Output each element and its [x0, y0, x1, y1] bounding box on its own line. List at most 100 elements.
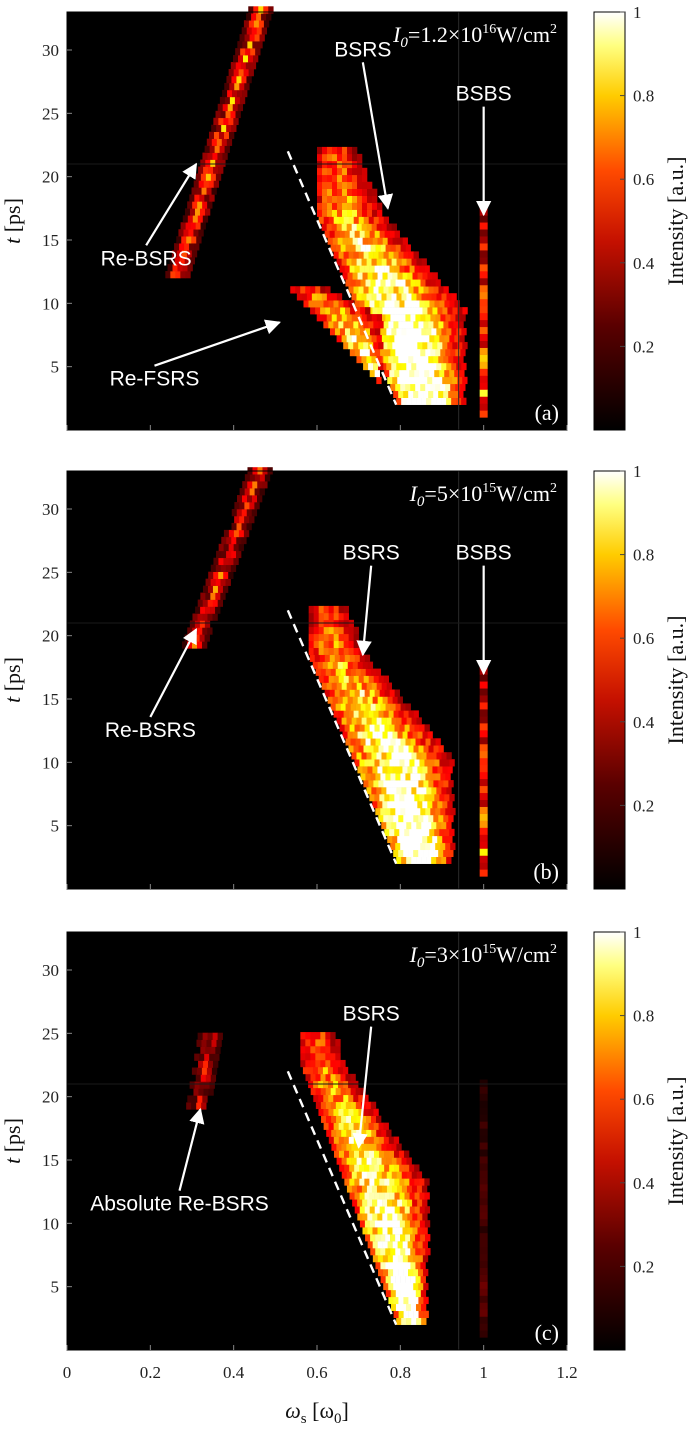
title-unit: W/cm [496, 22, 550, 47]
y-tick-label: 15 [42, 690, 59, 709]
colorbar-tick-label: 0.8 [633, 87, 654, 106]
dashed-line [286, 1070, 398, 1326]
y-tick-label: 5 [51, 1278, 60, 1297]
y-label-unit: [ps] [0, 657, 25, 691]
intensity-feature [290, 286, 384, 385]
colorbar-gradient [593, 931, 626, 1351]
annotation-label: BSRS [334, 38, 391, 61]
title-unit-exponent: 2 [550, 22, 557, 37]
colorbar-tick-label: 0.4 [633, 713, 655, 732]
colorbar-tick-label: 1 [633, 462, 642, 481]
colorbar: 0.2 0.4 0.6 0.8 1 Intensity [a.u.] [593, 462, 688, 890]
y-tick-label: 25 [42, 104, 59, 123]
y-tick-label: 20 [42, 1088, 59, 1107]
intensity-feature [308, 605, 456, 864]
annotation-label: BSRS [343, 1003, 400, 1026]
y-label-unit: [ps] [0, 198, 25, 232]
annotation: Re-BSRS [105, 627, 198, 742]
x-tick-label: 0 [63, 1363, 72, 1382]
panel-title: I0=1.2×1016W/cm2 [392, 22, 557, 51]
annotation: BSBS [456, 542, 512, 676]
intensity-feature [479, 1079, 488, 1338]
colorbar-tick-label: 0.6 [633, 629, 654, 648]
annotation-arrow [361, 62, 394, 210]
y-label-unit: [ps] [0, 1118, 25, 1152]
y-label-symbol: t [0, 696, 25, 703]
y-tick-label: 10 [42, 753, 59, 772]
title-symbol: I [409, 481, 419, 506]
y-tick-label: 30 [42, 961, 59, 980]
panel-title: I0=5×1015W/cm2 [409, 481, 557, 510]
panel-letter: (b) [533, 859, 559, 884]
annotation: Absolute Re-BSRS [90, 1107, 269, 1216]
intensity-feature [165, 6, 274, 279]
y-axis-label: t [ps] [0, 198, 25, 244]
annotation-label: Re-BSRS [105, 719, 196, 742]
annotation-label: Re-BSRS [101, 247, 192, 270]
intensity-feature [479, 208, 488, 418]
y-tick-label: 15 [42, 1151, 59, 1170]
y-tick-label: 20 [42, 168, 59, 187]
panel-c: Absolute Re-BSRSBSRSI0=3×1015W/cm2(c)510… [0, 923, 688, 1382]
annotation-arrow [178, 1107, 205, 1191]
y-label-symbol: t [0, 1157, 25, 1164]
colorbar-gradient [593, 470, 626, 890]
annotation: Re-FSRS [110, 319, 281, 391]
colorbar-tick-label: 0.2 [633, 337, 654, 356]
title-unit-exponent: 2 [550, 481, 557, 496]
colorbar-tick-label: 0.6 [633, 170, 654, 189]
panel-title: I0=3×1015W/cm2 [409, 942, 557, 971]
title-sub: 0 [417, 494, 425, 510]
x-label-unit: [ω [312, 1398, 334, 1423]
y-label-symbol: t [0, 237, 25, 244]
annotation: Re-BSRS [101, 162, 198, 270]
title-sub: 0 [417, 955, 425, 971]
x-axis-label: ωs [ω0] [285, 1398, 349, 1427]
intensity-feature [479, 667, 488, 877]
colorbar-label: Intensity [a.u.] [663, 1077, 688, 1206]
annotation-label: Re-FSRS [110, 368, 200, 391]
x-label-unit-sub: 0 [334, 1411, 342, 1427]
intensity-feature [186, 1032, 223, 1110]
title-symbol: I [409, 942, 419, 967]
y-tick-label: 5 [51, 817, 60, 836]
colorbar: 0.2 0.4 0.6 0.8 1 Intensity [a.u.] [593, 3, 688, 431]
title-text: =3×10 [424, 942, 482, 967]
dashed-line [286, 609, 398, 865]
dashed-line [286, 150, 398, 406]
x-tick-label: 0.8 [390, 1363, 411, 1382]
y-axis-label: t [ps] [0, 657, 25, 703]
panel-letter: (a) [535, 400, 559, 425]
title-symbol: I [392, 22, 402, 47]
colorbar-gradient [593, 11, 626, 431]
title-unit: W/cm [496, 942, 550, 967]
colorbar: 0.2 0.4 0.6 0.8 1 Intensity [a.u.] [593, 923, 688, 1351]
y-tick-label: 30 [42, 41, 59, 60]
title-unit-exponent: 2 [550, 942, 557, 957]
y-tick-label: 25 [42, 1024, 59, 1043]
x-tick-label: 1 [479, 1363, 488, 1382]
colorbar-tick-label: 0.8 [633, 1007, 654, 1026]
annotation-label: BSBS [456, 83, 512, 106]
y-tick-label: 15 [42, 231, 59, 250]
annotation: BSRS [343, 542, 400, 657]
annotation: BSRS [343, 1003, 400, 1149]
y-axis-label: t [ps] [0, 1118, 25, 1164]
y-tick-label: 25 [42, 563, 59, 582]
annotation-label: Absolute Re-BSRS [90, 1193, 269, 1216]
title-unit: W/cm [496, 481, 550, 506]
annotation: BSBS [456, 83, 512, 217]
colorbar-tick-label: 1 [633, 923, 642, 942]
title-exponent: 16 [482, 22, 496, 37]
title-exponent: 15 [482, 942, 496, 957]
annotation-arrow [352, 1026, 373, 1149]
x-tick-label: 1.2 [556, 1363, 577, 1382]
annotation-arrow [149, 627, 198, 718]
annotation-arrow [356, 565, 373, 657]
colorbar-label: Intensity [a.u.] [663, 157, 688, 286]
x-tick-label: 0.4 [223, 1363, 245, 1382]
x-tick-label: 0.6 [306, 1363, 327, 1382]
colorbar-tick-label: 0.8 [633, 546, 654, 565]
intensity-map [165, 6, 488, 418]
colorbar-label: Intensity [a.u.] [663, 616, 688, 745]
